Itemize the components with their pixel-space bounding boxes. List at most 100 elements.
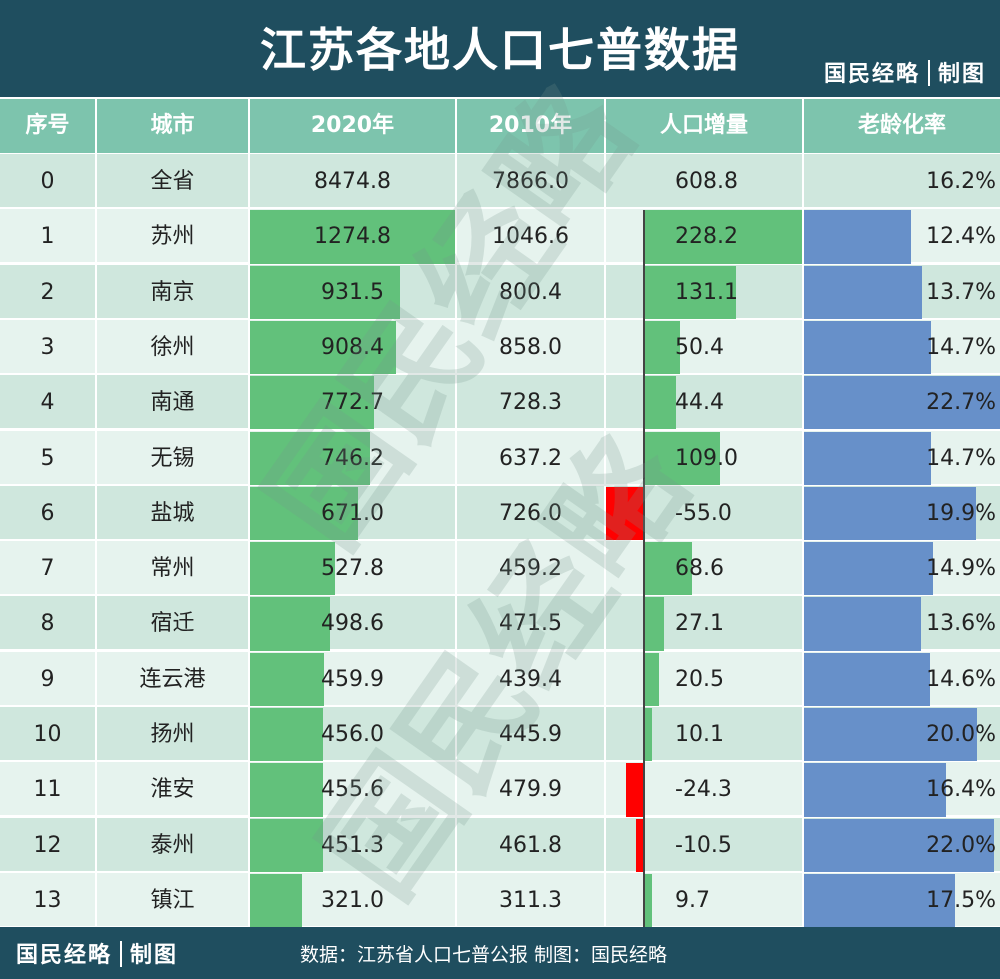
cell-index: 0 — [40, 169, 55, 194]
population-bar — [250, 486, 358, 541]
increase-bar — [645, 265, 736, 319]
increase-bar — [645, 542, 693, 596]
cell-pop2020: 459.9 — [321, 666, 384, 692]
brand-name: 国民经略 — [823, 61, 920, 87]
cell-pop2010: 445.9 — [499, 722, 562, 747]
cell-city: 全省 — [150, 169, 195, 194]
cell-increase: -55.0 — [675, 500, 732, 526]
cell-pop2020: 527.8 — [321, 556, 384, 582]
cell-index: 4 — [40, 390, 55, 416]
cell-index: 8 — [40, 611, 55, 637]
cell-pop2010: 800.4 — [499, 279, 562, 305]
footer-brand-suffix: 制图 — [130, 942, 179, 968]
cell-pop2020: 908.4 — [321, 334, 384, 360]
cell-index: 7 — [40, 556, 55, 582]
column-header-2010: 2010年 — [457, 99, 604, 153]
cell-increase: 50.4 — [675, 334, 724, 360]
population-bar — [250, 873, 302, 928]
cell-aging: 14.9% — [926, 556, 996, 582]
cell-aging: 14.6% — [926, 666, 996, 692]
cell-increase: 608.8 — [675, 169, 738, 194]
cell-increase: -10.5 — [675, 832, 732, 858]
increase-bar — [645, 431, 721, 485]
population-bar — [250, 652, 324, 706]
cell-index: 12 — [33, 832, 62, 858]
increase-bar — [645, 597, 664, 651]
column-divider — [248, 99, 250, 927]
cell-city: 南京 — [150, 279, 195, 305]
increase-bar — [645, 320, 680, 375]
cell-pop2010: 7866.0 — [492, 169, 569, 194]
footer-brand-name: 国民经略 — [16, 942, 113, 968]
cell-index: 13 — [33, 887, 62, 913]
footer-bar: 国民经略 制图 数据：江苏省人口七普公报 制图：国民经略 — [0, 927, 1000, 979]
cell-pop2020: 451.3 — [321, 832, 384, 858]
cell-pop2010: 479.9 — [499, 777, 562, 803]
column-header-index: 序号 — [0, 99, 95, 153]
population-bar — [250, 708, 324, 762]
cell-aging: 19.9% — [926, 500, 996, 526]
cell-index: 10 — [33, 722, 62, 747]
aging-bar — [804, 486, 976, 541]
cell-pop2010: 461.8 — [499, 832, 562, 858]
cell-index: 5 — [40, 445, 55, 471]
cell-city: 无锡 — [150, 445, 195, 471]
cell-increase: 10.1 — [675, 722, 724, 747]
cell-increase: 20.5 — [675, 666, 724, 692]
decrease-bar — [604, 486, 643, 541]
cell-city: 苏州 — [150, 224, 195, 250]
increase-bar — [645, 708, 652, 762]
cell-aging: 14.7% — [926, 334, 996, 360]
cell-pop2020: 772.7 — [321, 390, 384, 416]
increase-axis — [643, 210, 645, 927]
column-header-aging: 老龄化率 — [804, 99, 1000, 153]
cell-aging: 20.0% — [926, 722, 996, 747]
cell-city: 泰州 — [150, 832, 195, 858]
table-row — [0, 154, 1000, 207]
decrease-bar — [635, 818, 643, 872]
cell-pop2010: 471.5 — [499, 611, 562, 637]
aging-bar — [804, 542, 933, 596]
aging-bar — [804, 652, 931, 706]
column-divider — [455, 99, 457, 927]
cell-increase: 68.6 — [675, 556, 724, 582]
cell-pop2010: 1046.6 — [492, 224, 569, 250]
cell-pop2010: 637.2 — [499, 445, 562, 471]
cell-city: 常州 — [150, 556, 195, 582]
cell-aging: 16.2% — [926, 169, 996, 194]
increase-bar — [645, 376, 676, 430]
aging-bar — [804, 320, 931, 375]
cell-aging: 17.5% — [926, 887, 996, 913]
cell-increase: 9.7 — [675, 887, 710, 913]
aging-bar — [804, 818, 994, 872]
cell-increase: 131.1 — [675, 279, 738, 305]
cell-pop2020: 746.2 — [321, 445, 384, 471]
population-bar — [250, 376, 375, 430]
cell-pop2010: 726.0 — [499, 500, 562, 526]
footer-brand: 国民经略 制图 — [16, 937, 178, 969]
increase-bar — [645, 210, 803, 264]
cell-pop2020: 321.0 — [321, 887, 384, 913]
brand-suffix: 制图 — [937, 61, 986, 87]
cell-city: 徐州 — [150, 334, 195, 360]
population-bar — [250, 265, 400, 319]
cell-aging: 13.6% — [926, 611, 996, 637]
aging-bar — [804, 376, 1000, 430]
cell-city: 扬州 — [150, 722, 195, 747]
increase-bar — [645, 873, 652, 928]
population-bar — [250, 431, 370, 485]
cell-aging: 22.0% — [926, 832, 996, 858]
population-bar — [250, 597, 331, 651]
title-bar: 江苏各地人口七普数据 国民经略 制图 — [0, 0, 1000, 97]
aging-bar — [804, 431, 931, 485]
footer-brand-divider — [120, 941, 123, 967]
cell-pop2020: 455.6 — [321, 777, 384, 803]
cell-pop2020: 498.6 — [321, 611, 384, 637]
population-bar — [250, 210, 455, 264]
cell-index: 11 — [33, 777, 62, 803]
aging-bar — [804, 708, 977, 762]
cell-city: 宿迁 — [150, 611, 195, 637]
cell-city: 盐城 — [150, 500, 195, 526]
cell-increase: 44.4 — [675, 390, 724, 416]
cell-increase: -24.3 — [675, 777, 732, 803]
